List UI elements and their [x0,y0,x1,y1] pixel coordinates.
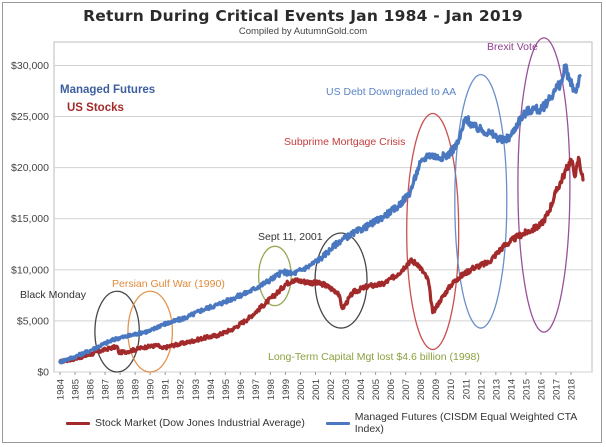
legend-swatch-stocks [66,421,90,425]
y-tick-label: $10,000 [11,264,49,276]
series-label-stocks: US Stocks [67,102,124,114]
legend-label-managed-futures: Managed Futures (CISDM Equal Weighted CT… [354,411,577,435]
x-tick-label: 1995 [221,379,232,400]
x-tick-label: 1986 [86,379,97,400]
chart-frame [2,2,602,443]
stocks-line [58,155,585,365]
y-tick-label: $5,000 [17,315,49,327]
event-ellipse [454,73,508,329]
event-ellipse [94,290,140,373]
x-tick-label: 1993 [191,379,202,400]
x-tick-label: 2017 [551,379,562,400]
y-tick-label: $30,000 [11,60,49,72]
x-tick-label: 2012 [476,379,487,400]
annotation-sept-11: Sept 11, 2001 [258,231,323,243]
x-tick-label: 2007 [401,379,412,400]
x-tick-label: 2009 [431,379,442,400]
chart-subtitle: Compiled by AutumnGold.com [238,26,368,37]
x-tick-label: 2011 [461,379,472,399]
x-tick-label: 2000 [296,379,307,400]
y-tick-label: $20,000 [11,162,49,174]
legend-item-managed-futures: Managed Futures (CISDM Equal Weighted CT… [326,411,606,435]
event-ellipse [314,232,368,329]
x-tick-label: 1994 [206,379,217,400]
y-tick-label: $25,000 [11,111,49,123]
x-tick-label: 1997 [251,379,262,400]
x-tick-label: 1990 [146,379,157,400]
event-ellipse [127,290,174,373]
x-tick-label: 1998 [266,379,277,400]
event-ellipse [517,37,571,333]
y-tick-label: $15,000 [11,213,49,225]
legend-label-stocks: Stock Market (Dow Jones Industrial Avera… [95,417,305,429]
x-tick-label: 2006 [386,379,397,400]
legend-swatch-managed-futures [326,421,350,425]
annotation-us-debt-downgrade: US Debt Downgraded to AA [326,86,456,98]
x-tick-label: 1992 [176,379,187,400]
x-tick-label: 2008 [416,379,427,400]
annotation-subprime-crisis: Subprime Mortgage Crisis [284,136,405,148]
annotation-persian-gulf-war: Persian Gulf War (1990) [112,278,225,290]
x-tick-label: 2014 [506,379,517,400]
x-tick-label: 2001 [311,379,322,400]
x-tick-label: 1984 [56,379,67,400]
x-tick-label: 2005 [371,379,382,400]
x-tick-label: 2002 [326,379,337,400]
event-ellipse [406,112,460,351]
annotation-brexit-vote: Brexit Vote [487,41,538,53]
x-tick-label: 2016 [536,379,547,400]
x-tick-label: 2018 [566,379,577,400]
chart-title: Return During Critical Events Jan 1984 -… [83,7,523,25]
annotation-ltcm: Long-Term Capital Mgt lost $4.6 billion … [268,351,480,363]
x-tick-label: 1989 [131,379,142,400]
x-tick-label: 1985 [71,379,82,400]
x-tick-label: 1991 [161,379,172,400]
x-tick-label: 1987 [101,379,112,400]
x-tick-label: 1999 [281,379,292,400]
x-tick-label: 2010 [446,379,457,400]
x-tick-label: 2013 [491,379,502,400]
x-tick-label: 2015 [521,379,532,400]
series-label-managed-futures: Managed Futures [60,84,155,96]
x-tick-label: 1988 [116,379,127,400]
x-tick-label: 1996 [236,379,247,400]
annotation-black-monday: Black Monday [20,289,87,301]
legend-item-stocks: Stock Market (Dow Jones Industrial Avera… [66,416,305,430]
x-tick-label: 2004 [356,379,367,400]
x-tick-label: 2003 [341,379,352,400]
y-tick-label: $0 [37,367,49,379]
managed-futures-line [58,63,582,365]
